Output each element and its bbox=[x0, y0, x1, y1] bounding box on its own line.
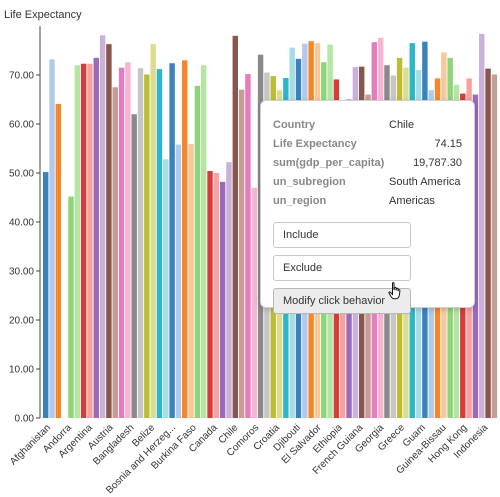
y-tick-label: 40.00 bbox=[9, 218, 34, 229]
bar bbox=[226, 162, 232, 418]
bar bbox=[131, 114, 137, 418]
tooltip-value: South America bbox=[389, 175, 461, 188]
y-tick-label: 20.00 bbox=[9, 316, 34, 327]
tooltip-row-country: Country Chile bbox=[273, 115, 462, 134]
bar bbox=[125, 62, 131, 418]
tooltip-row-gdp: sum(gdp_per_capita) 19,787.30 bbox=[273, 153, 462, 172]
tooltip-row-life-expectancy: Life Expectancy 74.15 bbox=[273, 134, 462, 153]
y-tick-label: 70.00 bbox=[9, 71, 34, 82]
bar bbox=[118, 67, 125, 419]
bar bbox=[200, 65, 207, 418]
tooltip-key: Country bbox=[273, 118, 316, 131]
bar bbox=[112, 87, 118, 418]
bar bbox=[43, 172, 49, 418]
bar bbox=[219, 181, 226, 418]
include-button[interactable]: Include bbox=[273, 222, 411, 248]
tooltip-row-region: un_region Americas bbox=[273, 191, 462, 210]
bar bbox=[93, 57, 99, 418]
tooltip-row-subregion: un_subregion South America bbox=[273, 172, 462, 191]
tooltip-key: un_subregion bbox=[273, 175, 346, 188]
bar bbox=[169, 63, 175, 419]
tooltip-value: Americas bbox=[389, 194, 435, 207]
bar bbox=[163, 159, 169, 418]
bar bbox=[80, 63, 87, 418]
bar bbox=[137, 68, 144, 418]
bar bbox=[182, 60, 188, 419]
bar bbox=[150, 44, 156, 418]
exclude-button[interactable]: Exclude bbox=[273, 255, 411, 281]
y-tick-label: 10.00 bbox=[9, 365, 34, 376]
tooltip-value: 74.15 bbox=[434, 137, 462, 150]
tooltip-actions: Include Exclude Modify click behavior bbox=[273, 222, 462, 314]
bar bbox=[251, 187, 257, 418]
tooltip-key: sum(gdp_per_capita) bbox=[273, 156, 385, 169]
bar bbox=[213, 173, 220, 418]
bar bbox=[472, 94, 479, 418]
bar bbox=[106, 44, 112, 418]
y-tick-label: 50.00 bbox=[9, 169, 34, 180]
bar bbox=[491, 74, 498, 418]
bar bbox=[68, 196, 74, 418]
bar bbox=[175, 144, 182, 418]
bar bbox=[232, 35, 239, 419]
bar bbox=[245, 74, 251, 419]
bar bbox=[238, 89, 245, 418]
bar bbox=[49, 59, 55, 418]
bar bbox=[485, 68, 491, 418]
bar bbox=[99, 35, 106, 419]
tooltip-key: un_region bbox=[273, 194, 327, 207]
tooltip-value: 19,787.30 bbox=[413, 156, 462, 169]
y-tick-label: 0.00 bbox=[15, 414, 35, 425]
bar bbox=[479, 33, 485, 419]
bar bbox=[87, 63, 93, 418]
bar bbox=[207, 171, 213, 418]
bar bbox=[74, 65, 81, 418]
tooltip-key: Life Expectancy bbox=[273, 137, 357, 150]
bar bbox=[194, 85, 201, 418]
tooltip-value: Chile bbox=[389, 118, 415, 131]
bar bbox=[188, 144, 194, 418]
y-tick-label: 60.00 bbox=[9, 120, 34, 131]
y-axis-label: Life Expectancy bbox=[4, 9, 82, 21]
bar bbox=[144, 74, 150, 418]
modify-click-behavior-button[interactable]: Modify click behavior bbox=[273, 288, 411, 314]
hand-pointer-icon bbox=[388, 282, 401, 300]
bar bbox=[55, 103, 62, 418]
tooltip-panel: Country Chile Life Expectancy 74.15 sum(… bbox=[260, 100, 475, 314]
y-tick-label: 30.00 bbox=[9, 267, 34, 278]
bar bbox=[156, 69, 163, 419]
